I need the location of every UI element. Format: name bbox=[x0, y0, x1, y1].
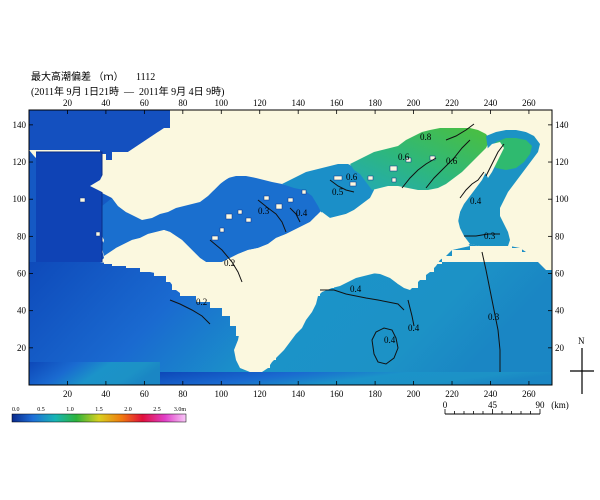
contour-lines bbox=[169, 123, 505, 372]
x-tick-label-bottom: 180 bbox=[368, 389, 382, 399]
x-tick-label-bottom: 160 bbox=[330, 389, 344, 399]
y-tick-label-right: 60 bbox=[555, 269, 565, 279]
scale-label: 45 bbox=[488, 400, 498, 410]
x-tick-label-bottom: 200 bbox=[407, 389, 421, 399]
scale-bar: 0 45 90 (km) bbox=[443, 400, 569, 415]
title-text: 最大高潮偏差 （ｍ） bbox=[31, 72, 124, 83]
inland-islands bbox=[79, 155, 436, 241]
colorbar-tick-label: 0.0 bbox=[12, 407, 20, 413]
honshu-south-coast bbox=[90, 110, 552, 218]
contour-label: 0.8 bbox=[420, 132, 432, 142]
contour-label: 0.5 bbox=[332, 187, 344, 197]
x-tick-label-top: 260 bbox=[522, 98, 536, 108]
case-id: 1112 bbox=[136, 72, 156, 83]
y-tick-label-right: 120 bbox=[555, 157, 569, 167]
y-tick-label-left: 80 bbox=[17, 231, 27, 241]
contour-label: 0.6 bbox=[398, 152, 410, 162]
contour-label: 0.4 bbox=[470, 196, 482, 206]
north-arrow: N bbox=[570, 336, 594, 394]
map-title: 最大高潮偏差 （ｍ） 1112 bbox=[31, 68, 155, 83]
contour-label: 0.4 bbox=[408, 323, 420, 333]
pacific-south-body bbox=[29, 362, 160, 385]
x-tick-label-bottom: 260 bbox=[522, 389, 536, 399]
contour-label: 0.4 bbox=[350, 284, 362, 294]
honshu-coast bbox=[170, 110, 204, 128]
x-tick-label-bottom: 220 bbox=[445, 389, 459, 399]
contour-label: 0.4 bbox=[384, 335, 396, 345]
x-tick-label-top: 140 bbox=[291, 98, 305, 108]
colorbar-tick-label: 1.5 bbox=[95, 407, 103, 413]
colorbar-tick-label: 2.5 bbox=[153, 407, 161, 413]
x-tick-label-bottom: 20 bbox=[63, 389, 73, 399]
y-tick-label-right: 20 bbox=[555, 343, 565, 353]
x-tick-label-top: 80 bbox=[178, 98, 188, 108]
x-tick-label-bottom: 60 bbox=[140, 389, 150, 399]
x-tick-label-top: 60 bbox=[140, 98, 150, 108]
contour-label: 0.3 bbox=[258, 206, 270, 216]
x-tick-label-bottom: 40 bbox=[101, 389, 111, 399]
y-tick-label-right: 100 bbox=[555, 194, 569, 204]
y-tick-label-left: 40 bbox=[17, 306, 27, 316]
map-period: (2011年 9月 1日21時 ― 2011年 9月 4日 9時) bbox=[31, 87, 225, 98]
contour-label-group: 0.2 0.2 0.3 0.3 0.3 0.4 0.4 0.4 0.4 0.4 … bbox=[196, 132, 500, 345]
osaka-bay-region bbox=[350, 128, 490, 190]
x-tick-label-top: 180 bbox=[368, 98, 382, 108]
x-tick-label-top: 20 bbox=[63, 98, 73, 108]
colorbar-tick-label: 0.5 bbox=[37, 407, 45, 413]
x-tick-label-bottom: 100 bbox=[215, 389, 229, 399]
y-tick-label-right: 80 bbox=[555, 231, 565, 241]
map-frame bbox=[28, 109, 553, 386]
colorbar-ramp bbox=[11, 413, 187, 423]
x-tick-label-top: 120 bbox=[253, 98, 267, 108]
y-tick-label-left: 120 bbox=[13, 157, 27, 167]
contour-label: 0.6 bbox=[446, 156, 458, 166]
x-tick-label-top: 220 bbox=[445, 98, 459, 108]
x-tick-label-top: 40 bbox=[101, 98, 111, 108]
axes: 20 20 40 40 60 60 80 80 100 100 120 120 140 140 160 160… bbox=[13, 98, 570, 399]
colorbar-tick-label: 2.0 bbox=[124, 407, 132, 413]
colorbar-tick-label: 3.0m bbox=[174, 407, 187, 413]
shikoku-island bbox=[104, 180, 470, 372]
x-tick-label-bottom: 80 bbox=[178, 389, 188, 399]
north-label: N bbox=[578, 336, 585, 346]
inland-sea-east bbox=[282, 164, 374, 218]
y-tick-label-right: 40 bbox=[555, 306, 565, 316]
contour-label: 0.4 bbox=[296, 208, 308, 218]
scale-unit: (km) bbox=[551, 400, 569, 410]
x-tick-label-top: 100 bbox=[215, 98, 229, 108]
x-tick-label-bottom: 240 bbox=[484, 389, 498, 399]
contour-label: 0.2 bbox=[196, 297, 207, 307]
x-tick-label-top: 160 bbox=[330, 98, 344, 108]
y-tick-label-left: 60 bbox=[17, 269, 27, 279]
x-tick-label-top: 240 bbox=[484, 98, 498, 108]
x-tick-label-top: 200 bbox=[407, 98, 421, 108]
y-tick-label-left: 100 bbox=[13, 194, 27, 204]
x-tick-label-bottom: 120 bbox=[253, 389, 267, 399]
contour-label: 0.6 bbox=[346, 172, 358, 182]
colorbar-tick-label: 1.0 bbox=[66, 407, 74, 413]
y-tick-label-left: 140 bbox=[13, 120, 27, 130]
scale-label: 90 bbox=[536, 400, 546, 410]
x-tick-label-bottom: 140 bbox=[291, 389, 305, 399]
contour-label: 0.3 bbox=[484, 231, 496, 241]
y-tick-label-right: 140 bbox=[555, 120, 569, 130]
contour-label: 0.3 bbox=[488, 312, 500, 322]
scale-label: 0 bbox=[443, 400, 448, 410]
y-tick-label-left: 20 bbox=[17, 343, 27, 353]
western-deep-block bbox=[36, 152, 102, 262]
colorbar: 0.0 0.5 1.0 1.5 2.0 2.5 3.0m bbox=[11, 407, 187, 423]
contour-label: 0.2 bbox=[224, 258, 235, 268]
pacific-south-strip bbox=[160, 372, 552, 385]
